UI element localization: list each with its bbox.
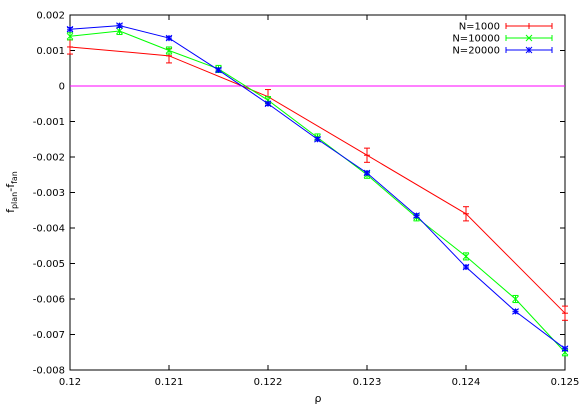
y-tick-label: -0.006	[33, 295, 65, 306]
data-point	[561, 345, 569, 353]
data-point	[165, 47, 173, 54]
y-tick-label: 0.002	[36, 11, 65, 22]
data-point	[314, 135, 321, 143]
x-tick-label: 0.122	[254, 377, 283, 388]
data-point	[165, 34, 173, 42]
y-axis-label-sub1: plan	[10, 192, 19, 209]
data-point	[363, 169, 371, 177]
legend-swatch	[505, 23, 553, 29]
x-tick-label: 0.125	[551, 377, 580, 388]
data-point	[66, 32, 74, 40]
x-tick-label: 0.12	[59, 377, 81, 388]
data-point	[413, 212, 420, 219]
data-point	[512, 308, 519, 315]
data-point	[116, 27, 123, 35]
x-tick-label: 0.123	[353, 377, 382, 388]
legend-label: N=1000	[459, 22, 500, 33]
series-layer	[66, 22, 569, 357]
plot-frame	[69, 14, 566, 371]
y-tick-labels: 0.002 0.001 0 -0.001 -0.002 -0.003 -0.004 -0.00…	[33, 11, 65, 377]
data-point	[462, 253, 470, 260]
data-point	[215, 66, 222, 74]
data-point	[462, 263, 470, 271]
y-tick-label: -0.008	[33, 366, 65, 377]
y-tick-label: -0.002	[33, 153, 65, 164]
data-point	[66, 25, 74, 33]
data-point	[525, 46, 533, 54]
x-axis-label: ρ	[315, 392, 322, 405]
series-line	[69, 30, 566, 353]
y-tick-label: -0.004	[33, 224, 65, 235]
y-tick-label: -0.005	[33, 259, 65, 270]
y-tick-label: -0.003	[33, 188, 65, 199]
y-tick-label: 0.001	[36, 46, 65, 57]
y-axis-label-dash: -f	[4, 183, 17, 192]
data-point	[264, 100, 272, 108]
series-n1000	[67, 39, 568, 321]
y-tick-label: -0.001	[33, 117, 65, 128]
series-line	[69, 46, 566, 314]
data-point	[512, 295, 519, 303]
legend-label: N=10000	[452, 34, 500, 45]
data-point	[525, 34, 533, 42]
y-axis-label: fplan-ffan	[4, 171, 19, 213]
tick-marks	[69, 14, 566, 371]
x-tick-label: 0.124	[452, 377, 481, 388]
series-n10000	[66, 26, 569, 357]
y-axis-label-sub2: fan	[10, 171, 19, 184]
legend-swatch	[505, 46, 553, 54]
y-axis-label-main: f	[4, 208, 17, 213]
x-tick-label: 0.121	[155, 377, 184, 388]
y-tick-label: 0	[59, 82, 65, 93]
legend-swatch	[505, 34, 553, 42]
y-tick-label: -0.007	[33, 330, 65, 341]
series-n20000	[66, 22, 569, 353]
x-tick-labels: 0.12 0.121 0.122 0.123 0.124 0.125	[59, 377, 579, 388]
series-line	[69, 25, 566, 350]
legend-label: N=20000	[452, 46, 500, 57]
data-point	[116, 22, 123, 30]
